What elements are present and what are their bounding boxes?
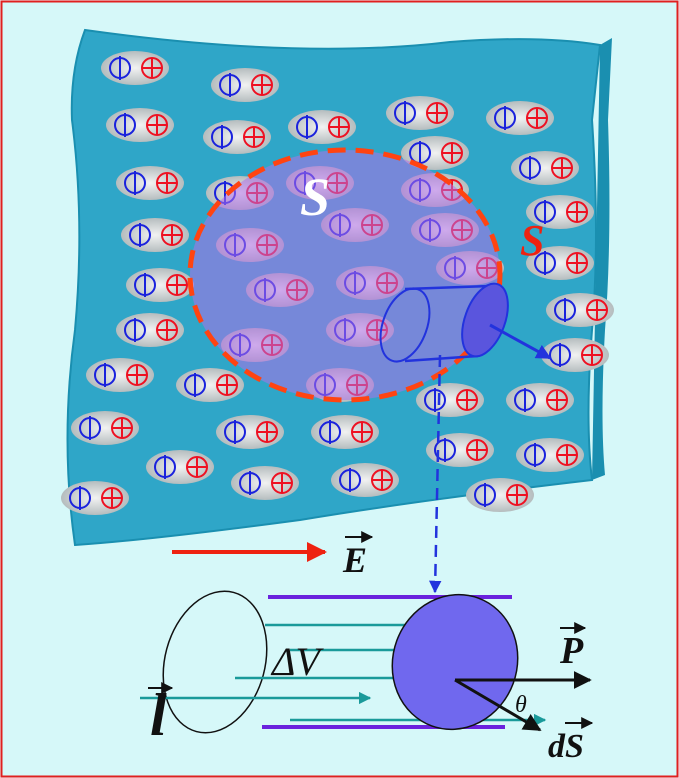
label-e: E [342,540,367,580]
surface-region [190,150,500,400]
label-l: l [150,682,167,748]
dipole [116,166,184,200]
dipole [126,268,194,302]
label-volume: ΔV [270,639,324,684]
dipole [386,96,454,130]
dipole [176,368,244,402]
dipole [426,433,494,467]
dipole [86,358,154,392]
dipole [211,68,279,102]
label-s-outer: S [300,167,330,227]
label-s-inner: S [520,216,544,265]
dipole [311,415,379,449]
dipole [331,463,399,497]
dipole [541,338,609,372]
dipole [116,313,184,347]
dipole [506,383,574,417]
label-p: P [559,630,584,672]
dipole [486,101,554,135]
dipole [203,120,271,154]
diagram: S S E ΔV P θ dS l [0,0,679,778]
dipole [511,151,579,185]
page: S S E ΔV P θ dS l (() => { const data = … [0,0,679,778]
dipole [416,383,484,417]
dipole [71,411,139,445]
dipole [61,481,129,515]
label-theta: θ [515,692,527,718]
dipole [288,110,356,144]
dipole [546,293,614,327]
dipole [231,466,299,500]
dipole [466,478,534,512]
dipole [216,415,284,449]
dipole [146,450,214,484]
dipole [516,438,584,472]
dipole [121,218,189,252]
dipole [101,51,169,85]
label-ds: dS [548,728,584,765]
dipole [106,108,174,142]
